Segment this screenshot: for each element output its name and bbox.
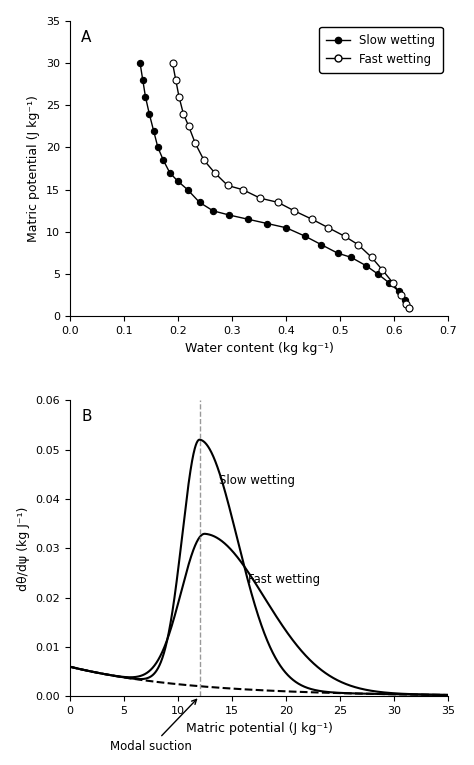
Text: B: B [81, 409, 91, 425]
Fast wetting [380, 265, 385, 275]
Slow wetting [283, 223, 289, 233]
Fast wetting [326, 223, 331, 233]
Slow wetting [146, 109, 152, 119]
Fast wetting [257, 194, 263, 203]
Slow wetting [264, 219, 270, 228]
Text: Modal suction: Modal suction [110, 699, 197, 754]
Line: Fast wetting: Fast wetting [169, 60, 413, 311]
Slow wetting [167, 168, 173, 177]
Fast wetting [275, 198, 281, 207]
Slow wetting [185, 185, 191, 194]
Fast wetting [176, 92, 182, 101]
Slow wetting [246, 215, 251, 224]
Slow wetting [227, 210, 232, 220]
Slow wetting [375, 269, 381, 278]
Fast wetting [292, 207, 297, 216]
Fast wetting [407, 304, 412, 313]
Fast wetting [173, 75, 179, 84]
Text: Slow wetting: Slow wetting [219, 474, 295, 487]
Slow wetting [396, 287, 401, 296]
Slow wetting [155, 143, 161, 152]
Fast wetting [212, 168, 218, 177]
Slow wetting [335, 249, 340, 258]
Fast wetting [309, 215, 315, 224]
Slow wetting [364, 261, 369, 270]
Line: Slow wetting: Slow wetting [137, 60, 413, 311]
Fast wetting [170, 58, 175, 67]
Slow wetting [175, 177, 181, 186]
Slow wetting [161, 155, 166, 164]
Slow wetting [402, 295, 408, 304]
Y-axis label: Matric potential (J kg⁻¹): Matric potential (J kg⁻¹) [27, 95, 40, 242]
Slow wetting [151, 126, 156, 135]
Slow wetting [319, 240, 324, 249]
X-axis label: Matric potential (J kg⁻¹): Matric potential (J kg⁻¹) [186, 721, 333, 734]
Slow wetting [210, 207, 216, 216]
Text: Fast wetting: Fast wetting [248, 573, 320, 586]
Slow wetting [302, 232, 308, 241]
Slow wetting [137, 58, 143, 67]
Text: A: A [81, 30, 91, 44]
Slow wetting [348, 252, 354, 262]
Fast wetting [398, 291, 404, 300]
Fast wetting [390, 278, 396, 288]
Y-axis label: dθ/dψ (kg J⁻¹): dθ/dψ (kg J⁻¹) [17, 506, 30, 591]
Slow wetting [197, 198, 202, 207]
Slow wetting [140, 75, 146, 84]
Fast wetting [186, 122, 191, 131]
Fast wetting [192, 138, 198, 148]
Fast wetting [201, 155, 207, 164]
Slow wetting [407, 304, 412, 313]
Fast wetting [355, 240, 361, 249]
Legend: Slow wetting, Fast wetting: Slow wetting, Fast wetting [319, 27, 443, 73]
Slow wetting [386, 278, 392, 288]
Fast wetting [342, 232, 347, 241]
Fast wetting [369, 252, 374, 262]
Fast wetting [225, 181, 230, 190]
X-axis label: Water content (kg kg⁻¹): Water content (kg kg⁻¹) [185, 342, 334, 355]
Fast wetting [181, 109, 186, 119]
Fast wetting [403, 299, 409, 308]
Slow wetting [143, 92, 148, 101]
Fast wetting [240, 185, 246, 194]
